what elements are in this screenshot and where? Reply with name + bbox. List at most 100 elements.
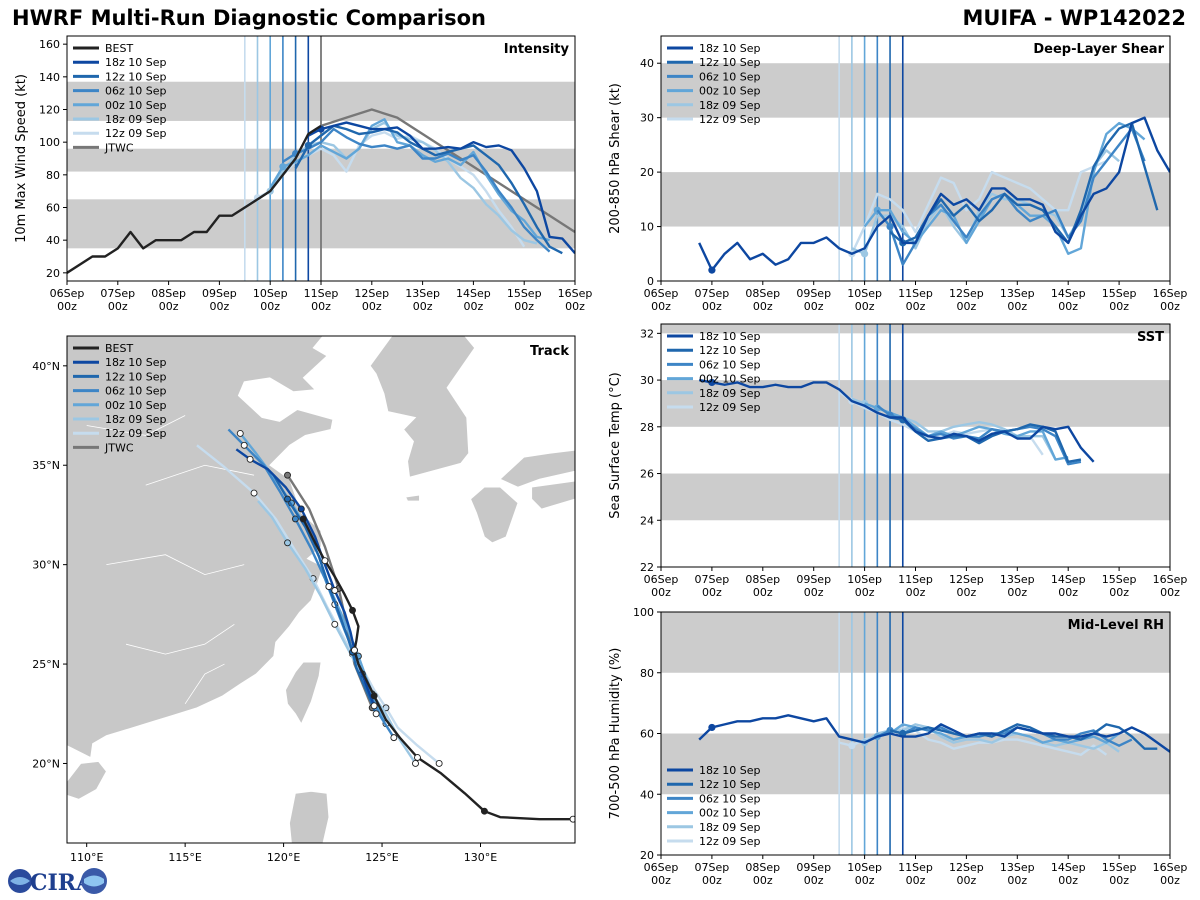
legend-label: JTWC: [104, 141, 134, 154]
x-tick-label: 10Sep: [847, 573, 882, 586]
x-tick-label: 16Sep: [1153, 861, 1188, 874]
track-jtwc-point: [284, 471, 291, 479]
series-run-marker: [886, 222, 894, 231]
track-run-1-point: [372, 710, 380, 718]
land-korea: [369, 336, 476, 478]
track-best-point: [299, 515, 307, 523]
x-tick-label: 08Sep: [151, 287, 186, 300]
map-area: [67, 336, 575, 843]
y-tick-label: 40: [640, 57, 654, 70]
series-run-0: [698, 714, 1170, 753]
track-best-point: [321, 557, 329, 565]
lat-tick-label: 35°N: [32, 459, 60, 472]
chart-title-right: MUIFA - WP142022: [962, 6, 1186, 30]
x-tick-label: 06Sep: [50, 287, 85, 300]
series-jtwc: [320, 108, 575, 234]
legend-label: BEST: [105, 42, 133, 55]
legend-label: BEST: [105, 342, 133, 355]
legend-label: 00z 10 Sep: [105, 99, 167, 112]
x-tick-label: 14Sep: [1051, 861, 1086, 874]
x-tick-label: 14Sep: [1051, 573, 1086, 586]
plot-area: [661, 612, 1170, 855]
x-tick-label: 11Sep: [304, 287, 339, 300]
track-run-1-point: [284, 495, 291, 503]
shaded-band: [661, 473, 1170, 521]
plot-area: [661, 324, 1170, 567]
series-run-5: [244, 131, 526, 248]
y-tick-label: 160: [39, 38, 60, 51]
track-best-point: [351, 646, 358, 654]
x-tick-label: 09Sep: [796, 287, 831, 300]
land-honshu: [499, 449, 575, 488]
x-tick-label: 15Sep: [1102, 861, 1137, 874]
y-axis-label: 10m Max Wind Speed (kt): [14, 74, 29, 243]
x-tick-label: 12Sep: [354, 287, 389, 300]
x-tick-label: 07Sep: [695, 861, 730, 874]
x-tick-label-hour: 00z: [906, 874, 926, 887]
legend-label: 00z 10 Sep: [105, 399, 167, 412]
shaded-band: [661, 612, 1170, 673]
x-tick-label-hour: 00z: [804, 874, 824, 887]
panel-sst: 06Sep00z07Sep00z08Sep00z09Sep00z10Sep00z…: [608, 323, 1187, 599]
land-hainan: [67, 761, 107, 800]
x-tick-label-hour: 00z: [651, 300, 671, 313]
lat-tick-label: 40°N: [32, 360, 60, 373]
x-tick-label-hour: 00z: [804, 586, 824, 599]
x-tick-label-hour: 00z: [362, 300, 382, 313]
x-tick-label: 08Sep: [745, 861, 780, 874]
land-shikoku: [531, 480, 575, 510]
x-tick-label-hour: 00z: [210, 300, 230, 313]
y-tick-label: 120: [39, 104, 60, 117]
x-tick-label-hour: 00z: [702, 300, 722, 313]
lat-tick-label: 20°N: [32, 757, 60, 770]
x-tick-label: 13Sep: [1000, 861, 1035, 874]
land-taiwan: [285, 661, 322, 725]
legend-label: 18z 09 Sep: [699, 99, 761, 112]
legend-label: 12z 10 Sep: [105, 70, 167, 83]
x-tick-label: 10Sep: [847, 287, 882, 300]
x-tick-label-hour: 00z: [651, 586, 671, 599]
series-run-marker: [861, 250, 869, 258]
x-tick-label: 09Sep: [796, 573, 831, 586]
lat-tick-label: 30°N: [32, 559, 60, 572]
x-tick-label-hour: 00z: [1160, 874, 1180, 887]
y-tick-label: 20: [46, 267, 60, 280]
x-tick-label-hour: 00z: [855, 300, 875, 313]
x-tick-label-hour: 00z: [1109, 300, 1129, 313]
x-tick-label: 14Sep: [1051, 287, 1086, 300]
x-tick-label-hour: 00z: [1160, 586, 1180, 599]
x-tick-label-hour: 00z: [1058, 586, 1078, 599]
x-tick-label-hour: 00z: [311, 300, 331, 313]
x-tick-label: 16Sep: [1153, 287, 1188, 300]
plot-area: [661, 36, 1170, 281]
x-tick-label: 06Sep: [644, 861, 679, 874]
shaded-band: [661, 324, 1170, 334]
series-run-1: [294, 124, 563, 255]
map-frame: [66, 335, 576, 844]
x-tick-label-hour: 00z: [753, 586, 773, 599]
series-run-3: [864, 402, 1069, 461]
x-tick-label: 13Sep: [1000, 573, 1035, 586]
legend-label: 00z 10 Sep: [699, 373, 761, 386]
panel-intensity: 06Sep00z07Sep00z08Sep00z09Sep00z10Sep00z…: [14, 35, 592, 313]
x-tick-label: 12Sep: [949, 287, 984, 300]
cira-logo: CIRA: [8, 868, 107, 896]
x-tick-label-hour: 00z: [1109, 586, 1129, 599]
series-run-0: [698, 378, 1095, 463]
land-jeju: [405, 494, 420, 502]
legend-label: 18z 09 Sep: [105, 413, 167, 426]
track-best-point: [480, 807, 488, 815]
x-tick-label: 15Sep: [1102, 287, 1137, 300]
y-axis-label: 200-850 hPa Shear (kt): [608, 83, 623, 234]
legend-label: 06z 10 Sep: [699, 70, 761, 83]
legend-label: 12z 10 Sep: [105, 370, 167, 383]
y-tick-label: 32: [640, 327, 654, 340]
x-tick-label-hour: 00z: [753, 300, 773, 313]
legend-label: 18z 09 Sep: [699, 387, 761, 400]
x-tick-label-hour: 00z: [514, 300, 534, 313]
x-tick-label-hour: 00z: [57, 300, 77, 313]
panel-title: Mid-Level RH: [1068, 618, 1164, 633]
lon-tick-label: 130°E: [464, 851, 497, 864]
series-run-marker: [279, 163, 287, 171]
legend-label: 18z 10 Sep: [699, 330, 761, 343]
